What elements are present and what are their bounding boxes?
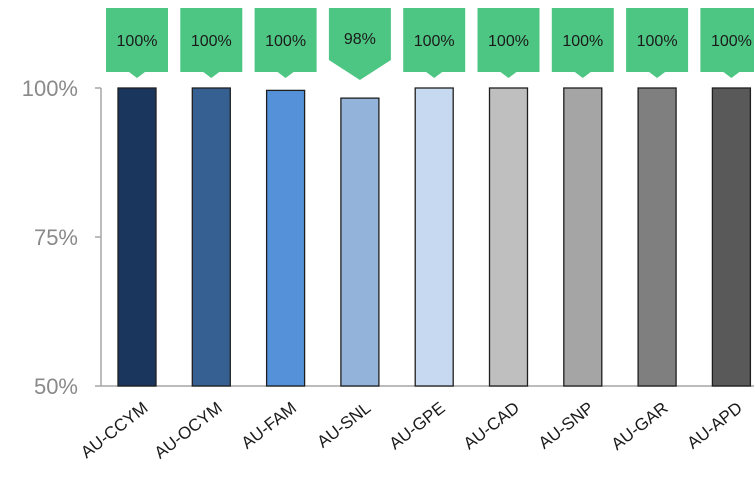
bar-au-ocym [191, 87, 231, 387]
bar-au-gpe [414, 87, 454, 387]
y-tick-label: 100% [22, 76, 78, 101]
x-tick-label: AU-OCYM [151, 398, 226, 462]
x-tick-label: AU-SNL [314, 398, 375, 451]
bar-au-fam [265, 89, 306, 387]
data-label: 100% [191, 33, 232, 50]
x-tick-label: AU-CCYM [77, 398, 151, 462]
bar-au-cad [488, 87, 529, 387]
data-label-callout [180, 8, 243, 78]
data-label-callout [106, 8, 168, 78]
data-label-callout [626, 8, 689, 78]
data-label-callout [403, 8, 466, 78]
x-tick-label: AU-CAD [460, 398, 523, 453]
x-tick-label: AU-GAR [608, 398, 672, 454]
data-label-callout [700, 8, 754, 78]
data-label: 100% [488, 33, 529, 50]
data-label-callout [328, 8, 391, 80]
x-axis-labels: AU-CCYM AU-OCYM AU-FAM AU-SNL AU-GPE AU-CAD AU… [77, 398, 746, 462]
bar-au-apd [711, 87, 752, 387]
data-label: 100% [711, 33, 752, 50]
x-tick-label: AU-APD [684, 398, 746, 453]
data-label: 100% [637, 33, 678, 50]
data-label: 100% [265, 33, 306, 50]
x-tick-label: AU-SNP [535, 398, 597, 453]
data-label: 100% [117, 33, 158, 50]
bars [117, 87, 752, 387]
data-label-callouts: 100% 100% 100% 98% 100% 100% 100% 100% 100% [106, 8, 754, 80]
data-label: 100% [414, 33, 455, 50]
bar-au-snp [563, 87, 603, 387]
bar-au-gar [637, 87, 677, 387]
data-label-callout [551, 8, 614, 78]
data-label: 98% [344, 31, 376, 48]
y-tick-label: 50% [34, 374, 78, 399]
bar-au-snl [340, 97, 380, 387]
x-tick-label: AU-FAM [238, 398, 300, 453]
data-label-callout [254, 8, 317, 78]
bar-au-ccym [117, 87, 157, 387]
data-label: 100% [562, 33, 603, 50]
y-tick-label: 75% [34, 225, 78, 250]
x-tick-label: AU-GPE [386, 398, 449, 453]
data-label-callout [477, 8, 540, 78]
